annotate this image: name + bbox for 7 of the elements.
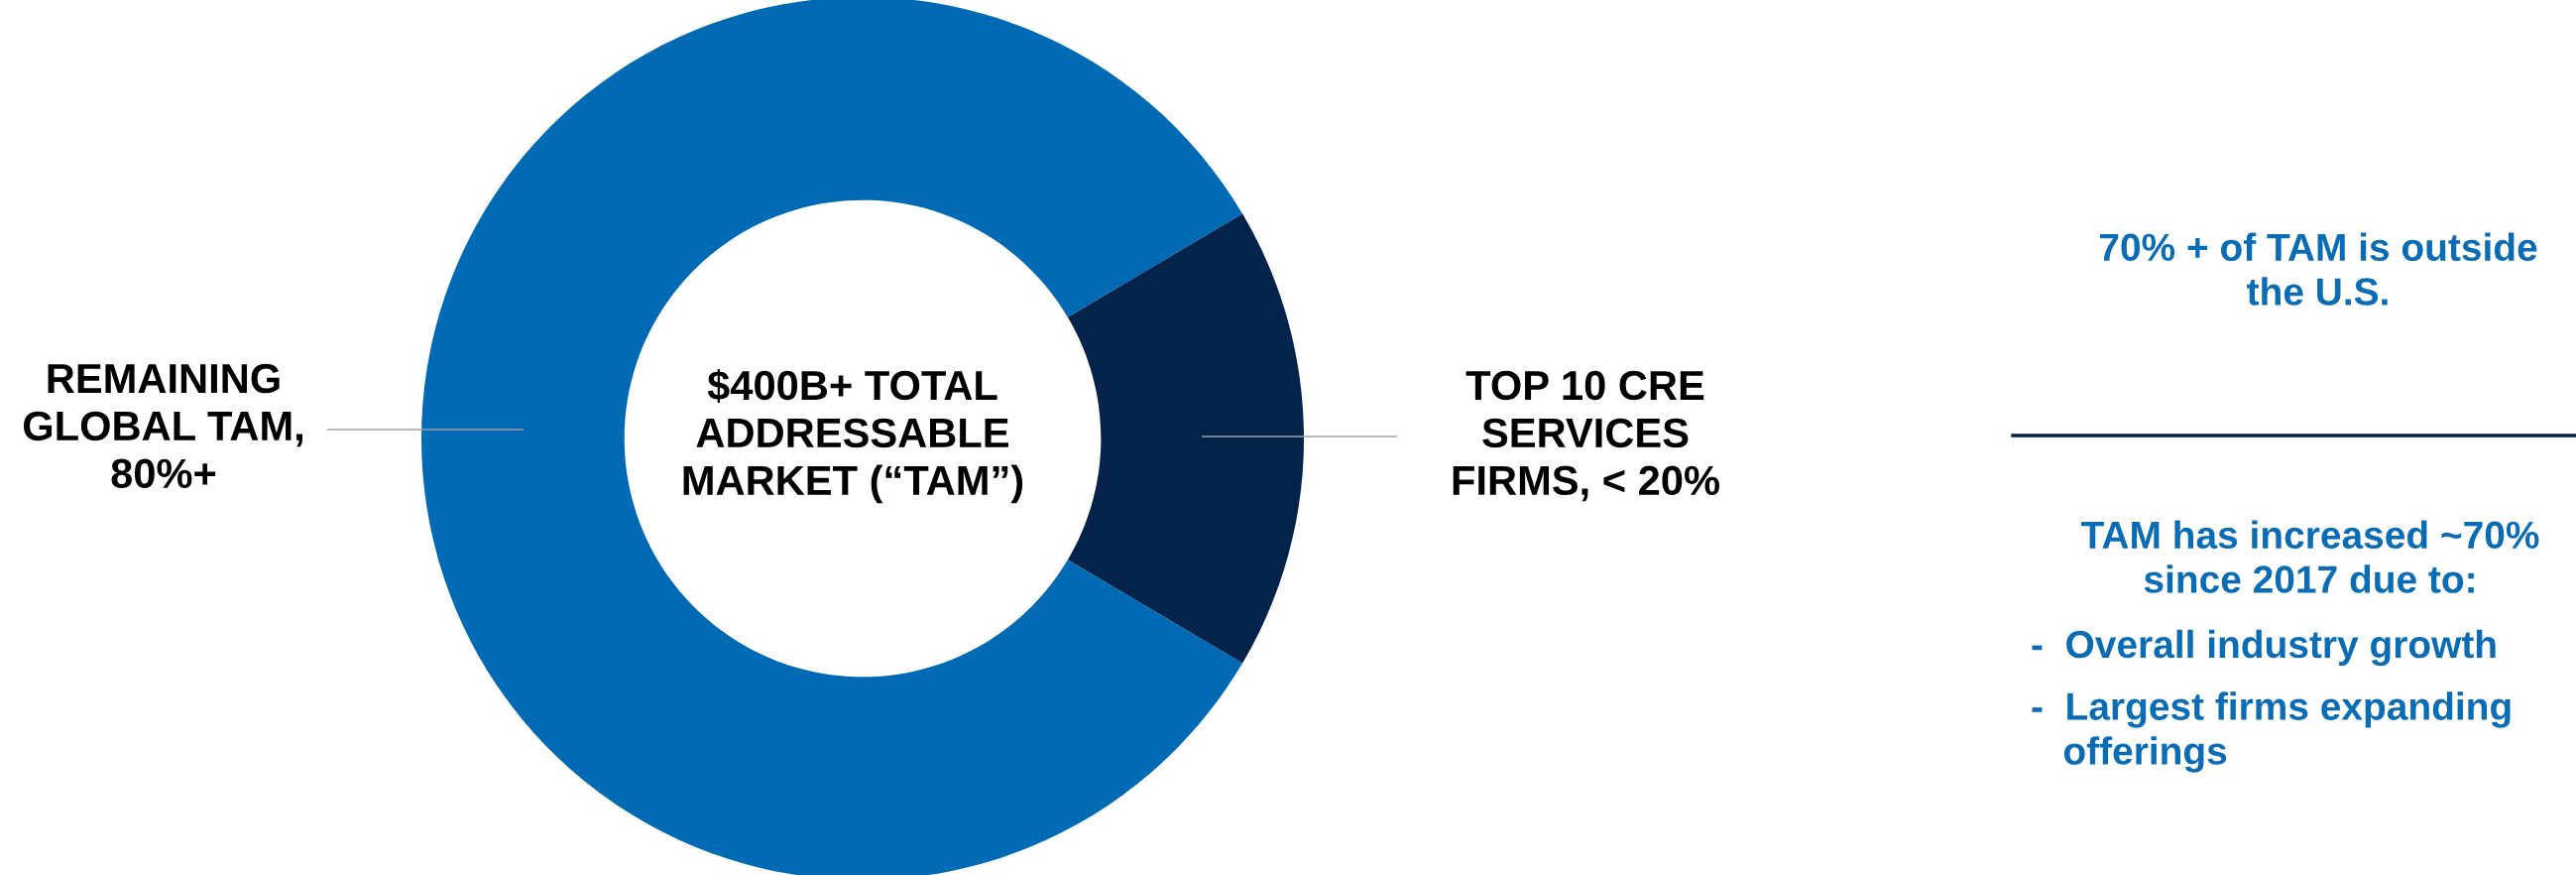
text: 70% + of TAM is outside the U.S.	[2100, 232, 2537, 306]
text: - Largest firms expanding offerings	[2032, 691, 2511, 773]
text: $400B+ TOTAL ADDRESSABLE MARKET (“TAM”)	[683, 368, 1023, 504]
text: - Overall industry growth	[2032, 629, 2496, 667]
slice-label: REMAINING GLOBAL TAM, 80%+	[23, 363, 302, 489]
text: TAM has increased ~70% since 2017 due to:	[2080, 520, 2539, 593]
slice-label: TOP 10 CRE SERVICES FIRMS, < 20%	[1453, 370, 1719, 502]
